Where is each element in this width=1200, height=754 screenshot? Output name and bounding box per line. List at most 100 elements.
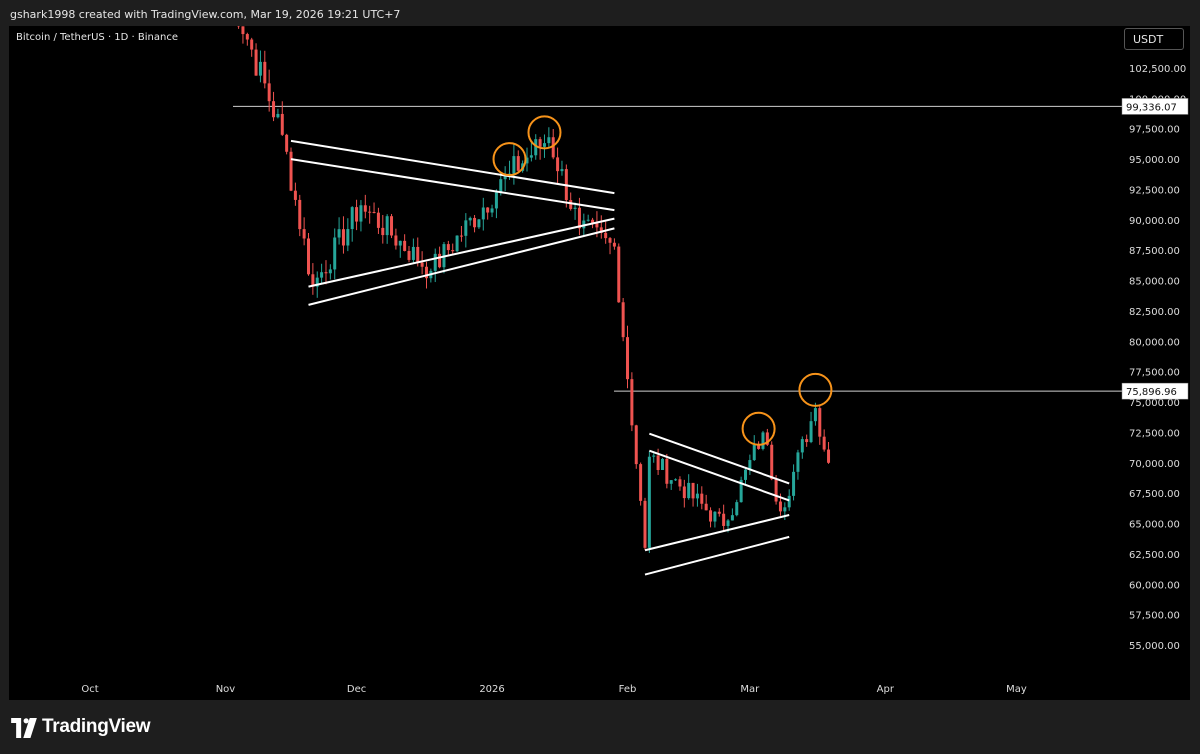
y-tick-label: 65,000.00 bbox=[1129, 520, 1180, 531]
candle-body bbox=[499, 179, 503, 193]
price-level-labels: 99,336.07 75,896.96 bbox=[1121, 98, 1189, 400]
highlight-circle bbox=[492, 142, 527, 177]
candle-body bbox=[490, 208, 494, 213]
upper-triangle-bottom-2-trendline bbox=[308, 227, 615, 306]
trendlines bbox=[290, 139, 790, 576]
candle-body bbox=[556, 157, 560, 172]
candle-body bbox=[739, 479, 743, 503]
candle-body bbox=[722, 513, 726, 526]
candle-body bbox=[647, 456, 651, 548]
candle-body bbox=[416, 246, 420, 263]
lower-triangle-top-1-trendline bbox=[649, 432, 790, 485]
price-level-label: 99,336.07 bbox=[1126, 102, 1177, 113]
candle-body bbox=[660, 458, 664, 471]
candle-body bbox=[311, 274, 315, 287]
candle-body bbox=[403, 240, 407, 251]
candle-body bbox=[315, 277, 319, 287]
candle-body bbox=[678, 479, 682, 487]
y-tick-label: 82,500.00 bbox=[1129, 307, 1180, 318]
candle-body bbox=[385, 216, 389, 236]
highlight-circles bbox=[492, 115, 833, 446]
candle-body bbox=[586, 219, 590, 221]
candle-body bbox=[241, 26, 245, 35]
time-axis: Oct Nov Dec 2026 Feb Mar Apr May bbox=[81, 684, 1027, 695]
candle-body bbox=[700, 493, 704, 504]
candle-body bbox=[717, 511, 721, 514]
y-tick-label: 57,500.00 bbox=[1129, 611, 1180, 622]
y-tick-label: 70,000.00 bbox=[1129, 459, 1180, 470]
candle-body bbox=[276, 113, 280, 118]
candle-body bbox=[512, 156, 516, 174]
candles bbox=[237, 26, 831, 554]
candle-body bbox=[778, 501, 782, 512]
candle-body bbox=[796, 452, 800, 472]
candle-body bbox=[787, 495, 791, 508]
candle-body bbox=[263, 61, 267, 84]
upper-triangle-top-2-trendline bbox=[290, 158, 615, 212]
candle-body bbox=[285, 134, 289, 152]
candle-body bbox=[337, 229, 341, 238]
tradingview-brand: TradingView bbox=[42, 716, 151, 737]
candle-body bbox=[813, 408, 817, 422]
candle-body bbox=[617, 246, 621, 303]
symbol-title[interactable]: Bitcoin / TetherUS · 1D · Binance bbox=[16, 32, 178, 43]
horizontal-levels bbox=[233, 105, 1185, 392]
candle-body bbox=[525, 157, 529, 164]
candle-body bbox=[433, 253, 437, 271]
highlight-circle bbox=[527, 115, 562, 150]
candle-body bbox=[464, 220, 468, 236]
candle-body bbox=[608, 238, 612, 243]
candle-body bbox=[328, 269, 332, 274]
price-chart[interactable]: 55,000.00 57,500.00 60,000.00 62,500.00 65,0… bbox=[9, 26, 1190, 700]
candle-body bbox=[302, 229, 306, 239]
candle-body bbox=[770, 444, 774, 480]
candle-body bbox=[748, 460, 752, 470]
y-tick-label: 92,500.00 bbox=[1129, 185, 1180, 196]
y-tick-label: 55,000.00 bbox=[1129, 641, 1180, 652]
x-tick-label: Nov bbox=[216, 684, 236, 695]
y-tick-label: 95,000.00 bbox=[1129, 155, 1180, 166]
y-tick-label: 102,500.00 bbox=[1129, 64, 1186, 75]
candle-body bbox=[494, 192, 498, 209]
currency-button[interactable]: USDT bbox=[1124, 28, 1184, 50]
candle-body bbox=[245, 34, 249, 40]
x-tick-label: Mar bbox=[740, 684, 760, 695]
candle-body bbox=[691, 482, 695, 499]
candle-body bbox=[800, 439, 804, 453]
candle-body bbox=[254, 49, 258, 76]
y-tick-label: 77,500.00 bbox=[1129, 368, 1180, 379]
candle-body bbox=[468, 217, 472, 221]
candle-body bbox=[534, 139, 538, 156]
candle-body bbox=[293, 190, 297, 200]
candle-body bbox=[709, 510, 713, 522]
candle-body bbox=[280, 113, 284, 135]
candle-body bbox=[538, 139, 542, 147]
x-tick-label: Feb bbox=[619, 684, 637, 695]
candle-body bbox=[665, 458, 669, 484]
candle-body bbox=[682, 486, 686, 499]
x-tick-label: 2026 bbox=[479, 684, 504, 695]
candle-body bbox=[757, 444, 761, 449]
chart-panel[interactable]: 55,000.00 57,500.00 60,000.00 62,500.00 65,0… bbox=[9, 26, 1190, 700]
candle-body bbox=[761, 432, 765, 449]
candle-body bbox=[669, 480, 673, 484]
price-axis: 55,000.00 57,500.00 60,000.00 62,500.00 65,0… bbox=[1129, 64, 1186, 652]
candle-body bbox=[267, 83, 271, 102]
candle-body bbox=[346, 229, 350, 246]
candle-body bbox=[258, 61, 262, 76]
candle-body bbox=[713, 511, 717, 522]
candle-body bbox=[477, 219, 481, 228]
candle-body bbox=[674, 479, 678, 481]
candle-body bbox=[381, 227, 385, 236]
candle-body bbox=[551, 137, 555, 158]
candle-body bbox=[503, 174, 507, 180]
candle-body bbox=[621, 302, 625, 338]
y-tick-label: 75,000.00 bbox=[1129, 398, 1180, 409]
candle-body bbox=[612, 242, 616, 247]
candle-body bbox=[376, 212, 380, 228]
candle-body bbox=[805, 439, 809, 443]
candle-body bbox=[591, 219, 595, 224]
candle-body bbox=[424, 266, 428, 279]
candle-body bbox=[735, 502, 739, 516]
